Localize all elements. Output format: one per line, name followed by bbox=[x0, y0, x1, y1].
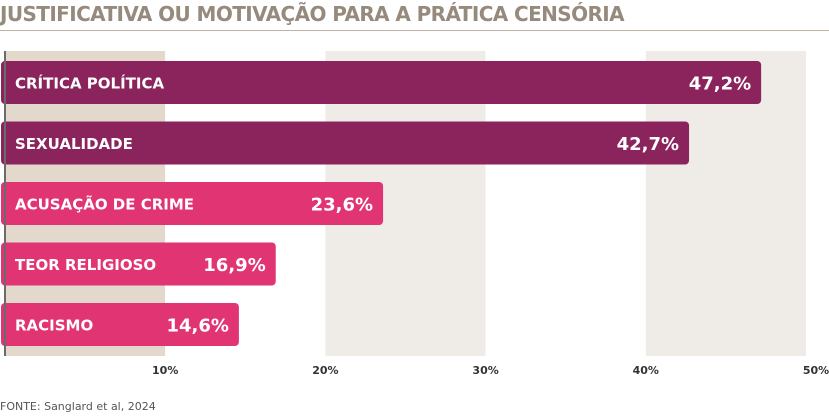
bar-group: ACUSAÇÃO DE CRIME 23,6% bbox=[1, 182, 384, 225]
bar-category-label: CRÍTICA POLÍTICA bbox=[15, 74, 164, 93]
bar bbox=[1, 242, 276, 286]
x-tick-label: 20% bbox=[312, 364, 338, 377]
x-tick-labels: 10% 20% 30% 40% 50% bbox=[152, 364, 829, 377]
chart-title: JUSTIFICATIVA OU MOTIVAÇÃO PARA A PRÁTIC… bbox=[0, 2, 625, 26]
bar bbox=[1, 121, 690, 165]
bar-group: CRÍTICA POLÍTICA 47,2% bbox=[1, 61, 762, 104]
bar-chart: CRÍTICA POLÍTICA 47,2% SEXUALIDADE 42,7% ACU… bbox=[1, 51, 829, 377]
x-tick-label: 50% bbox=[803, 364, 829, 377]
bar-category-label: TEOR RELIGIOSO bbox=[15, 256, 156, 274]
bar-group: TEOR RELIGIOSO 16,9% bbox=[1, 242, 276, 286]
x-tick-label: 30% bbox=[472, 364, 498, 377]
bar-value-label: 16,9% bbox=[203, 255, 265, 276]
bar-value-label: 42,7% bbox=[617, 134, 679, 155]
bar-category-label: RACISMO bbox=[15, 317, 93, 335]
bar-group: SEXUALIDADE 42,7% bbox=[1, 121, 690, 165]
bar-value-label: 14,6% bbox=[166, 316, 228, 337]
x-tick-label: 40% bbox=[633, 364, 659, 377]
bar-value-label: 47,2% bbox=[689, 74, 751, 95]
bar bbox=[1, 182, 384, 225]
bar-group: RACISMO 14,6% bbox=[1, 303, 239, 346]
bar-category-label: ACUSAÇÃO DE CRIME bbox=[15, 195, 194, 214]
bar bbox=[1, 303, 239, 346]
title-divider bbox=[0, 30, 829, 31]
bar-value-label: 23,6% bbox=[311, 195, 373, 216]
x-tick-label: 10% bbox=[152, 364, 178, 377]
bar-category-label: SEXUALIDADE bbox=[15, 135, 133, 153]
bars: CRÍTICA POLÍTICA 47,2% SEXUALIDADE 42,7% ACU… bbox=[1, 61, 762, 346]
source-note: FONTE: Sanglard et al, 2024 bbox=[0, 400, 156, 413]
bar bbox=[1, 61, 762, 104]
